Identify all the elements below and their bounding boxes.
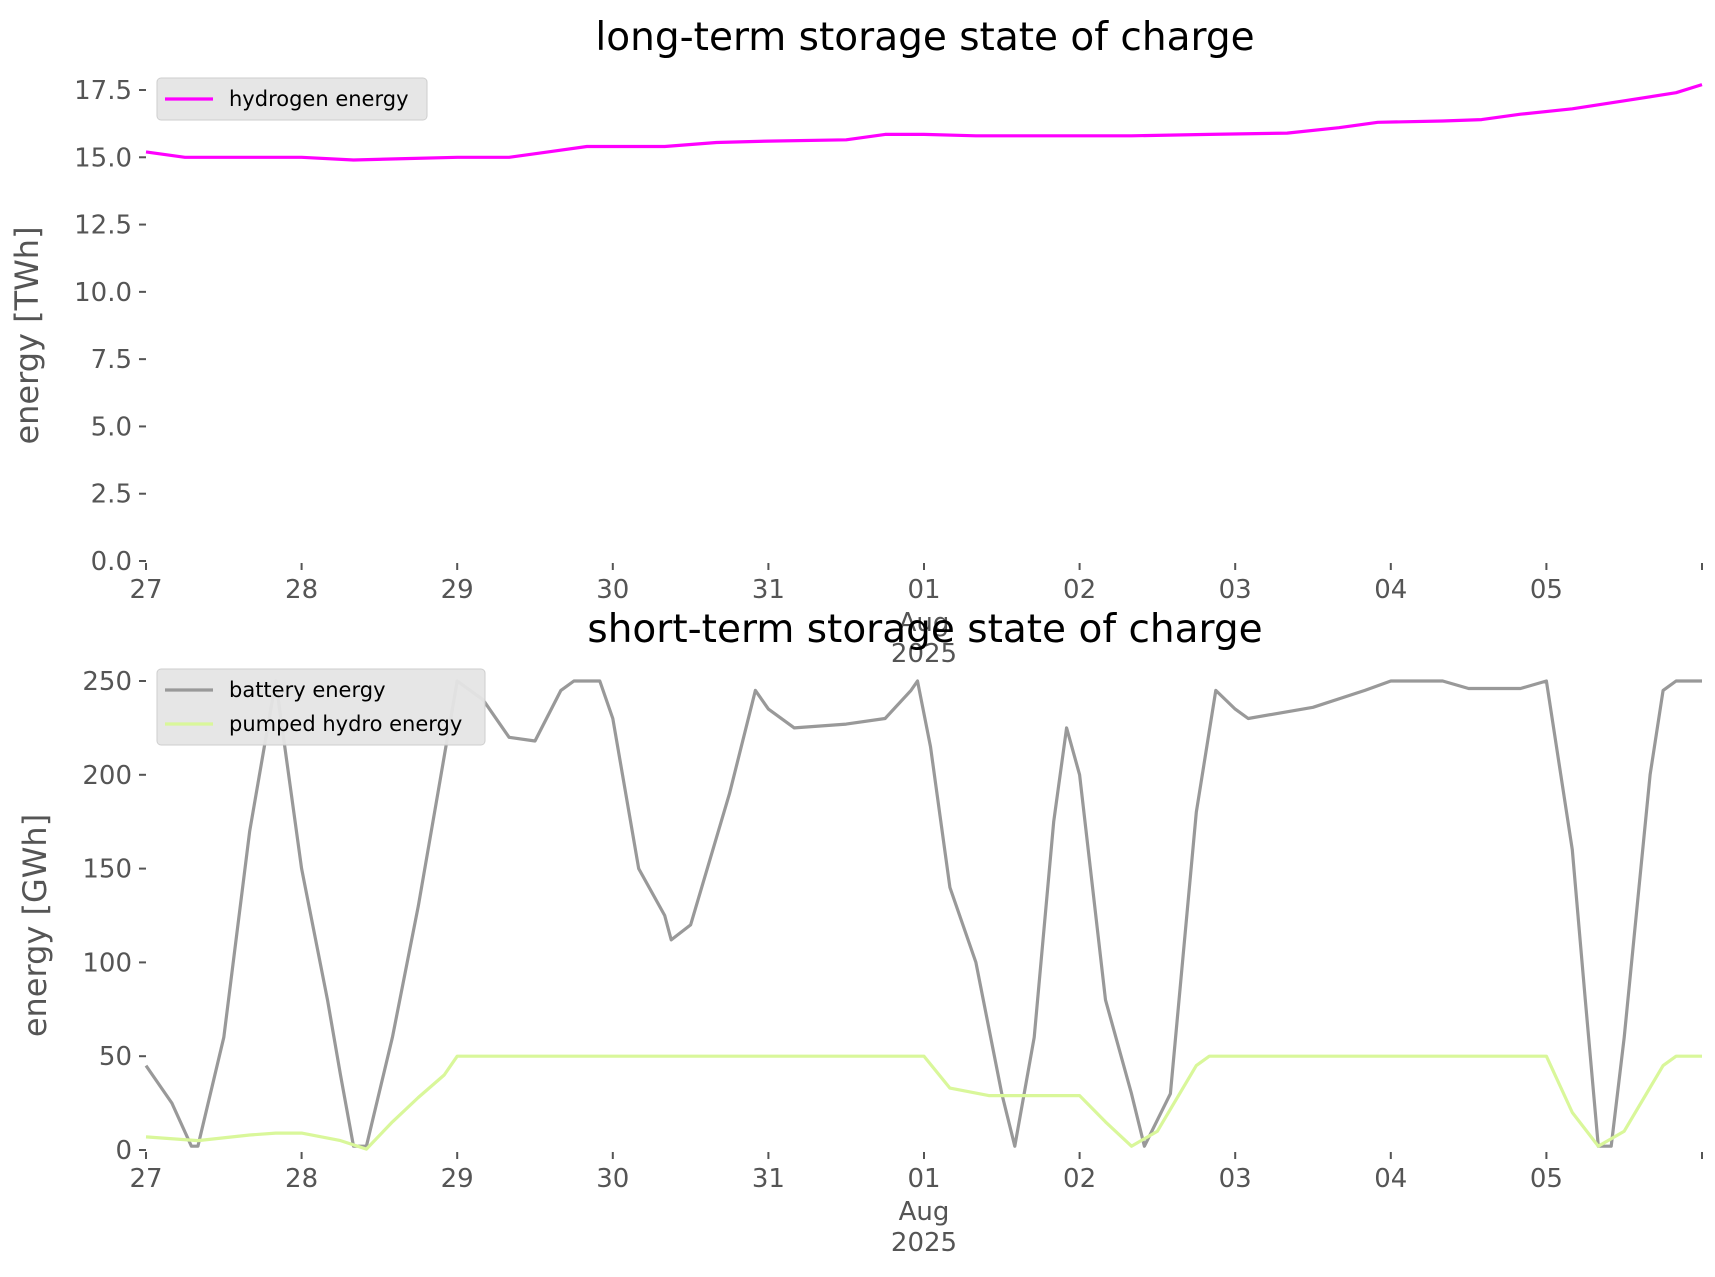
x-tick-label: 05 xyxy=(1530,575,1563,605)
series-line-hydrogen-energy xyxy=(145,83,1703,162)
legend-entry: pumped hydro energy xyxy=(229,712,462,736)
x-tick-year-label: 2025 xyxy=(891,1228,957,1258)
short-term-storage-panel: short-term storage state of charge energy… xyxy=(16,607,1703,1258)
x-tick-month-label: Aug xyxy=(899,608,950,638)
x-tick-label: 28 xyxy=(285,575,318,605)
y-tick-label: 12.5 xyxy=(74,211,132,241)
long-term-storage-panel: long-term storage state of charge energy … xyxy=(8,15,1703,669)
y-tick-label: 10.0 xyxy=(74,278,132,308)
y-axis-label: energy [TWh] xyxy=(8,226,46,444)
x-tick-label: 01 xyxy=(907,1164,940,1194)
x-tick-label: 03 xyxy=(1219,1164,1252,1194)
y-tick-label: 150 xyxy=(82,855,132,885)
x-tick-label: 29 xyxy=(441,1164,474,1194)
x-tick-label: 27 xyxy=(129,1164,162,1194)
x-tick-label: 04 xyxy=(1374,1164,1407,1194)
legend-entry: battery energy xyxy=(229,678,386,702)
y-tick-label: 100 xyxy=(82,948,132,978)
series-line-pumped-hydro-energy xyxy=(145,1054,1702,1151)
legend-box xyxy=(156,668,486,746)
x-tick-label: 02 xyxy=(1063,1164,1096,1194)
x-tick-label: 29 xyxy=(441,575,474,605)
x-tick-label: 03 xyxy=(1219,575,1252,605)
x-tick-label: 05 xyxy=(1530,1164,1563,1194)
chart-title: short-term storage state of charge xyxy=(587,607,1262,652)
x-tick-label: 02 xyxy=(1063,575,1096,605)
legend-box xyxy=(156,77,428,121)
y-tick-label: 250 xyxy=(82,667,132,697)
y-tick-label: 17.5 xyxy=(74,76,132,106)
x-tick-label: 04 xyxy=(1374,575,1407,605)
series-line-battery-energy xyxy=(144,679,1702,1148)
y-tick-label: 7.5 xyxy=(91,345,132,375)
x-tick-label: 31 xyxy=(752,1164,785,1194)
chart-title: long-term storage state of charge xyxy=(595,15,1254,60)
x-tick-label: 27 xyxy=(129,575,162,605)
y-tick-label: 2.5 xyxy=(91,480,132,510)
y-tick-label: 0.0 xyxy=(91,547,132,577)
x-tick-label: 01 xyxy=(907,575,940,605)
y-tick-label: 15.0 xyxy=(74,143,132,173)
legend-entry: hydrogen energy xyxy=(229,87,409,111)
y-axis-label: energy [GWh] xyxy=(16,814,54,1037)
x-tick-label: 30 xyxy=(596,575,629,605)
y-tick-label: 5.0 xyxy=(91,412,132,442)
x-tick-year-label: 2025 xyxy=(891,639,957,669)
y-tick-label: 0 xyxy=(115,1136,132,1166)
y-tick-label: 50 xyxy=(99,1042,132,1072)
x-tick-label: 28 xyxy=(285,1164,318,1194)
y-tick-label: 200 xyxy=(82,761,132,791)
x-tick-month-label: Aug xyxy=(899,1197,950,1227)
x-tick-label: 30 xyxy=(596,1164,629,1194)
x-tick-label: 31 xyxy=(752,575,785,605)
